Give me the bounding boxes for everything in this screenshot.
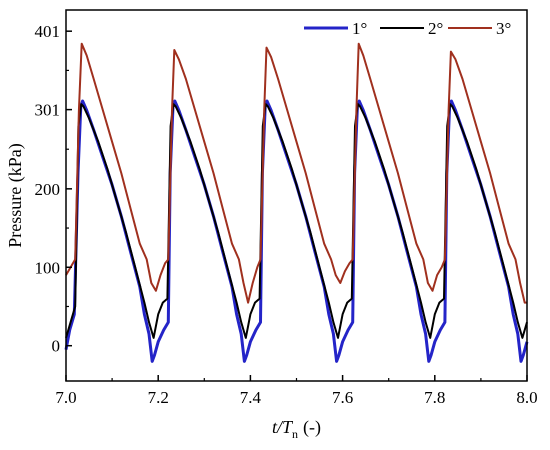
x-tick-label: 8.0: [516, 388, 537, 407]
x-axis-title: t/Tn (-): [272, 417, 321, 441]
y-tick-label: 100: [35, 258, 61, 277]
legend: 1° 2° 3°: [304, 19, 511, 38]
y-tick-label: 301: [35, 101, 61, 120]
y-axis-title: Pressure (kPa): [5, 143, 26, 247]
y-tick-label: 200: [35, 180, 61, 199]
legend-label-1: 1°: [352, 19, 367, 38]
ticks-layer: 7.0 7.2 7.4 7.6 7.8 8.0 0 100 200 301 401: [35, 22, 538, 407]
x-tick-label: 7.8: [424, 388, 445, 407]
y-tick-label: 401: [35, 22, 61, 41]
x-tick-label: 7.0: [55, 388, 76, 407]
x-axis-title-italic: t/T: [272, 417, 294, 437]
x-tick-label: 7.2: [148, 388, 169, 407]
series-line-3: [65, 42, 527, 304]
x-axis-title-subscript: n: [292, 427, 298, 441]
series-layer: [64, 42, 529, 363]
x-tick-label: 7.4: [240, 388, 262, 407]
x-axis-title-unit: (-): [303, 417, 321, 438]
x-tick-label: 7.6: [332, 388, 353, 407]
y-tick-label: 0: [52, 337, 61, 356]
legend-label-2: 2°: [428, 19, 443, 38]
legend-label-3: 3°: [496, 19, 511, 38]
